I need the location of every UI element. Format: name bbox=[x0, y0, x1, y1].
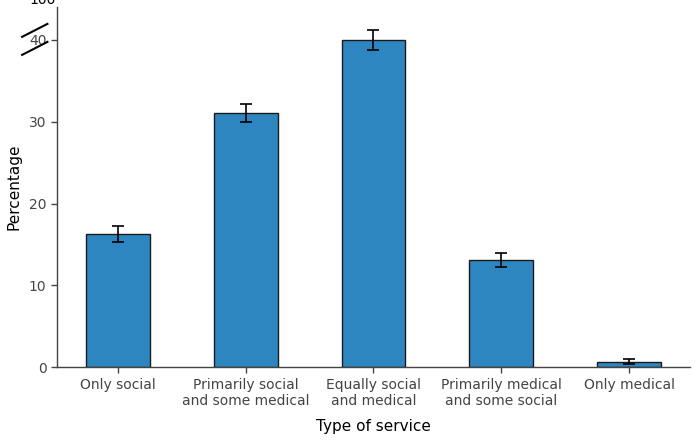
X-axis label: Type of service: Type of service bbox=[316, 419, 431, 434]
Bar bbox=[86, 234, 150, 367]
Bar bbox=[469, 260, 533, 367]
Bar bbox=[597, 362, 661, 367]
Y-axis label: Percentage: Percentage bbox=[7, 144, 22, 230]
Bar bbox=[213, 113, 277, 367]
Text: 100: 100 bbox=[30, 0, 56, 7]
Bar bbox=[342, 40, 406, 367]
